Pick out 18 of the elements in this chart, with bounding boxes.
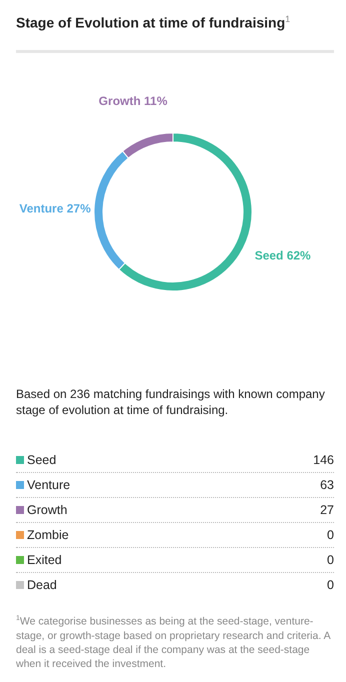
text: 0 [327, 578, 334, 592]
text: $^{1}$We categorise businesses as being at the seed-stage, venture-stage, or growth-stage based on proprietary research and criteria. A deal is a seed-stage deal if the company was at the seed-stage when it received the investment. [16, 614, 332, 670]
text: 0 [327, 528, 334, 542]
text: 27 [320, 503, 334, 517]
category-label: Growth 11% [98, 94, 168, 108]
legend-label: Growth [27, 503, 68, 517]
text: 0 [327, 553, 334, 567]
text: Based on 236 matching fundraisings with known company stage of evolution at time of fundraising. [16, 386, 326, 418]
legend-label: Venture [27, 478, 72, 492]
text: 146 [313, 453, 334, 467]
text: 63 [320, 478, 334, 492]
category-label: Venture 27% [19, 201, 91, 216]
category-label: Seed 62% [254, 248, 311, 262]
legend-label: Seed [27, 453, 58, 467]
legend-label: Dead [27, 578, 58, 592]
legend-label: Zombie [27, 528, 70, 542]
chart-title: Stage of Evolution at time of fundraising$^{1}$ [16, 14, 290, 31]
legend-label: Exited [27, 553, 63, 567]
